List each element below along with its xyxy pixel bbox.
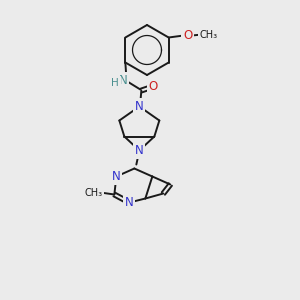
Text: N: N bbox=[135, 100, 144, 113]
Text: CH₃: CH₃ bbox=[200, 29, 218, 40]
Text: N: N bbox=[135, 144, 144, 157]
Text: O: O bbox=[149, 80, 158, 93]
Text: O: O bbox=[183, 29, 192, 42]
Text: CH₃: CH₃ bbox=[84, 188, 102, 197]
Text: N: N bbox=[112, 170, 121, 183]
Text: N: N bbox=[119, 74, 128, 87]
Text: N: N bbox=[125, 196, 134, 209]
Text: H: H bbox=[112, 77, 119, 88]
